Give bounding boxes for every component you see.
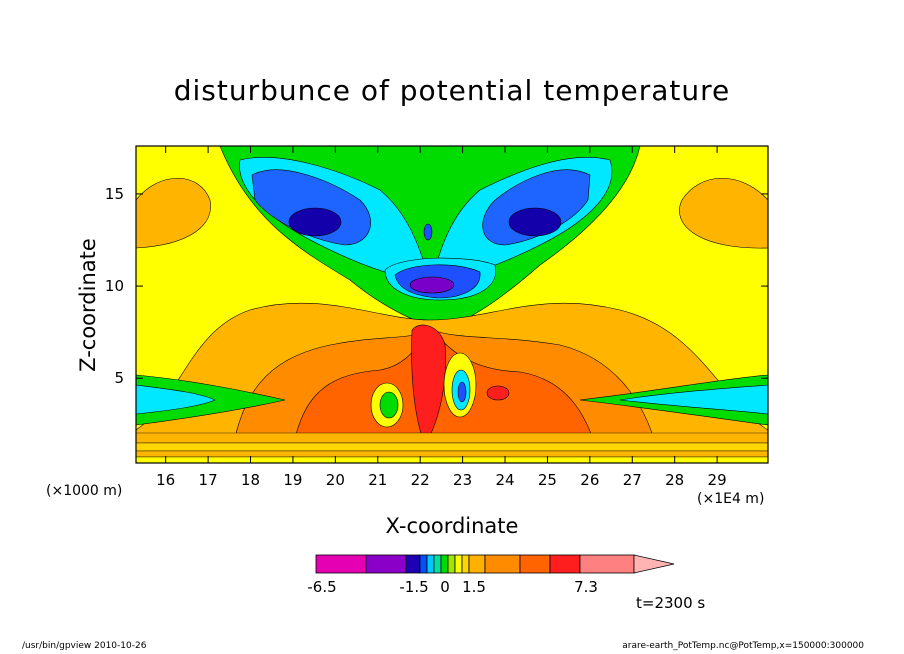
x-tick-label: 25	[538, 471, 557, 489]
colorbar-segment	[419, 554, 428, 574]
x-tick-label: 21	[368, 471, 387, 489]
colorbar-segment	[426, 554, 435, 574]
x-tick-label: 27	[623, 471, 642, 489]
x-tick-label: 22	[411, 471, 430, 489]
colorbar-segment	[579, 554, 635, 574]
colorbar-label: 0	[440, 578, 450, 596]
colorbar-arrow	[633, 554, 675, 574]
y-tick-label: 5	[114, 369, 124, 387]
colorbar-labels: -6.5 -1.5 0 1.5 7.3	[307, 578, 598, 596]
x-unit-left: (×1000 m)	[46, 483, 123, 499]
x-tick-label: 19	[283, 471, 302, 489]
contour-field	[136, 146, 768, 463]
colorbar-segment	[365, 554, 407, 574]
x-tick-label: 20	[326, 471, 345, 489]
x-tick-label: 28	[665, 471, 684, 489]
x-tick-label: 29	[708, 471, 727, 489]
x-axis: 16 17 18 19 20 21 22 23 24 25 26 27 28 29	[156, 146, 727, 489]
colorbar-segment	[433, 554, 442, 574]
colorbar-segment	[315, 554, 367, 574]
x-tick-label: 16	[156, 471, 175, 489]
colorbar-segment	[405, 554, 421, 574]
colorbar-segment	[484, 554, 521, 574]
x-tick-label: 26	[580, 471, 599, 489]
colorbar-segment	[519, 554, 551, 574]
x-tick-label: 24	[495, 471, 514, 489]
y-axis: 5 10 15	[105, 185, 768, 387]
colorbar-label: 7.3	[574, 578, 598, 596]
y-tick-label: 15	[105, 185, 124, 203]
colorbar-segment	[549, 554, 581, 574]
footer-left: /usr/bin/gpview 2010-10-26	[22, 641, 147, 651]
x-tick-label: 17	[199, 471, 218, 489]
time-label: t=2300 s	[636, 594, 706, 612]
footer-right: arare-earth_PotTemp.nc@PotTemp,x=150000:…	[622, 641, 864, 651]
y-tick-label: 10	[105, 277, 124, 295]
colorbar-label: -6.5	[307, 578, 336, 596]
colorbar-segment	[454, 554, 463, 574]
y-axis-label: Z-coordinate	[76, 238, 100, 372]
plot-frame	[135, 145, 769, 464]
colorbar-segment	[440, 554, 449, 574]
colorbar-segment	[468, 554, 486, 574]
x-tick-label: 23	[453, 471, 472, 489]
colorbar-segment	[447, 554, 456, 574]
colorbar	[315, 554, 675, 574]
chart-title: disturbunce of potential temperature	[173, 74, 731, 107]
x-axis-label: X-coordinate	[385, 514, 519, 538]
x-tick-label: 18	[241, 471, 260, 489]
colorbar-label: -1.5	[399, 578, 428, 596]
colorbar-label: 1.5	[462, 578, 486, 596]
colorbar-segment	[461, 554, 470, 574]
x-unit-right: (×1E4 m)	[697, 491, 765, 507]
